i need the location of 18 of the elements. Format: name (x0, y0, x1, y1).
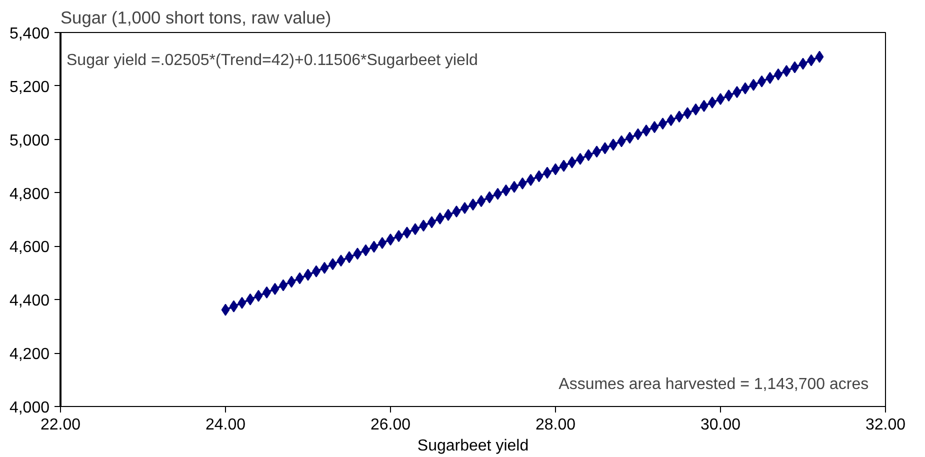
x-tick-label: 32.00 (865, 416, 906, 434)
x-tick-label: 26.00 (370, 416, 411, 434)
x-tick-label: 24.00 (205, 416, 246, 434)
y-tick-label: 4,200 (9, 346, 50, 364)
x-tick-label: 22.00 (40, 416, 81, 434)
y-tick-label: 4,400 (9, 292, 50, 310)
y-tick-label: 5,200 (9, 78, 50, 96)
x-tick-label: 30.00 (700, 416, 741, 434)
y-tick-label: 5,400 (9, 26, 50, 42)
annotation: Sugar yield =.02505*(Trend=42)+0.11506*Sugarbeet yield (66, 52, 478, 69)
x-tick-label: 28.00 (535, 416, 576, 434)
y-tick-label: 4,000 (9, 400, 50, 416)
y-tick-label: 4,600 (9, 239, 50, 256)
x-axis-title: Sugarbeet yield (417, 438, 529, 454)
annotation: Assumes area harvested = 1,143,700 acres (558, 376, 869, 393)
chart-title: Sugar (1,000 short tons, raw value) (60, 8, 332, 28)
y-tick-label: 5,000 (9, 132, 50, 150)
y-tick-label: 4,800 (9, 186, 50, 203)
